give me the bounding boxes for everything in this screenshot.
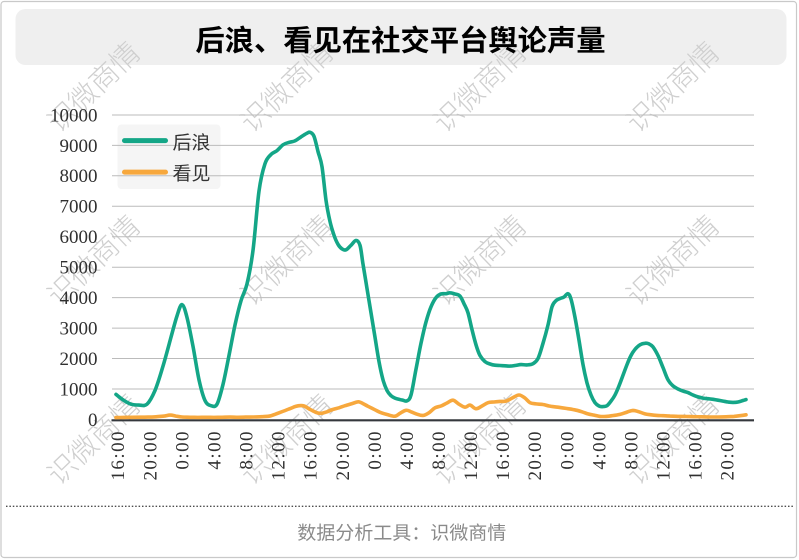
svg-text:0:00: 0:00 (365, 430, 386, 470)
svg-text:12:00: 12:00 (461, 430, 482, 481)
svg-text:7000: 7000 (60, 197, 98, 218)
svg-text:1000: 1000 (60, 379, 98, 400)
svg-text:16:00: 16:00 (301, 430, 322, 481)
svg-text:4:00: 4:00 (204, 430, 225, 470)
svg-text:12:00: 12:00 (654, 430, 675, 481)
svg-text:20:00: 20:00 (718, 430, 739, 481)
svg-text:0:00: 0:00 (557, 430, 578, 470)
svg-text:16:00: 16:00 (108, 430, 129, 481)
svg-text:10000: 10000 (50, 105, 98, 126)
svg-text:3000: 3000 (60, 319, 98, 340)
svg-text:8000: 8000 (60, 166, 98, 187)
svg-text:20:00: 20:00 (333, 430, 354, 481)
svg-text:20:00: 20:00 (525, 430, 546, 481)
svg-text:4000: 4000 (60, 288, 98, 309)
svg-text:20:00: 20:00 (140, 430, 161, 481)
svg-text:4:00: 4:00 (589, 430, 610, 470)
svg-text:6000: 6000 (60, 227, 98, 248)
svg-text:2000: 2000 (60, 349, 98, 370)
svg-text:8:00: 8:00 (237, 430, 258, 470)
svg-text:16:00: 16:00 (493, 430, 514, 481)
svg-text:8:00: 8:00 (622, 430, 643, 470)
svg-text:8:00: 8:00 (429, 430, 450, 470)
svg-text:16:00: 16:00 (686, 430, 707, 481)
svg-text:12:00: 12:00 (269, 430, 290, 481)
svg-text:4:00: 4:00 (397, 430, 418, 470)
svg-text:0: 0 (88, 410, 98, 431)
svg-text:9000: 9000 (60, 136, 98, 157)
svg-text:0:00: 0:00 (172, 430, 193, 470)
svg-text:5000: 5000 (60, 258, 98, 279)
